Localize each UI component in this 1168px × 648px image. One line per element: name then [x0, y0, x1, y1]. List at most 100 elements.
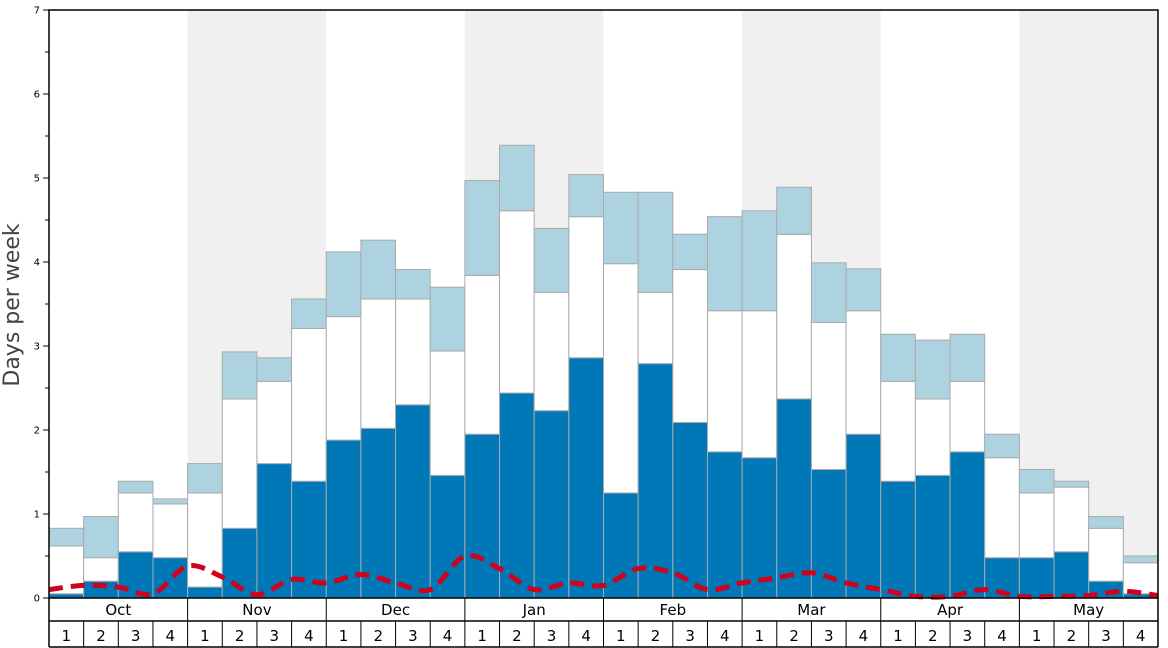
bar-segment-top: [152, 498, 189, 505]
week-label: 3: [1101, 627, 1111, 645]
bar-segment-middle: [533, 291, 570, 412]
bar-segment-bottom: [1053, 551, 1090, 599]
bar-segment-bottom: [360, 427, 397, 599]
bar-segment-top: [395, 269, 431, 300]
bars: [48, 144, 1159, 599]
bar-segment-middle: [221, 398, 258, 529]
bar-segment-middle: [880, 380, 916, 482]
bar-segment-bottom: [256, 463, 293, 599]
bar-segment-bottom: [914, 474, 951, 599]
bar-segment-top: [741, 210, 778, 312]
bar-segment-middle: [810, 321, 847, 470]
week-label: 2: [1067, 627, 1077, 645]
bar-segment-bottom: [325, 439, 362, 599]
bar-segment-top: [360, 239, 397, 300]
bar-segment-top: [845, 268, 882, 312]
bar-segment-top: [914, 339, 951, 400]
bar-segment-top: [949, 333, 986, 382]
bar-segment-top: [603, 191, 639, 265]
week-label: 3: [408, 627, 418, 645]
month-label-nov: Nov: [242, 601, 271, 619]
bar-segment-middle: [464, 274, 501, 435]
bar-segment-top: [429, 286, 466, 352]
week-label: 2: [651, 627, 661, 645]
bar-segment-top: [117, 480, 154, 494]
y-tick-label: 5: [34, 174, 40, 185]
bar-segment-top: [637, 191, 674, 293]
bar-segment-bottom: [637, 363, 674, 599]
week-label: 4: [581, 627, 591, 645]
month-label-mar: Mar: [797, 601, 826, 619]
bar-segment-top: [83, 516, 119, 559]
bar-segment-bottom: [603, 492, 639, 599]
bar-segment-middle: [325, 316, 362, 441]
week-label: 4: [304, 627, 314, 645]
week-label: 2: [235, 627, 245, 645]
month-label-may: May: [1073, 601, 1104, 619]
y-tick-label: 4: [34, 258, 40, 269]
week-label: 3: [269, 627, 279, 645]
week-label: 3: [824, 627, 834, 645]
bar-segment-top: [256, 357, 293, 382]
bar-segment-middle: [741, 310, 778, 459]
bar-segment-bottom: [672, 421, 708, 599]
week-label: 1: [1032, 627, 1042, 645]
bar-segment-middle: [83, 557, 119, 582]
bar-segment-bottom: [880, 480, 916, 599]
bar-segment-middle: [706, 310, 743, 453]
week-label: 1: [893, 627, 903, 645]
week-label: 1: [200, 627, 210, 645]
y-tick-label: 0: [34, 594, 40, 605]
trend-line-path: [48, 552, 1159, 600]
week-label: 2: [512, 627, 522, 645]
bar-segment-top: [464, 180, 501, 276]
bar-segment-bottom: [533, 410, 570, 599]
bar-segment-top: [1088, 516, 1124, 529]
week-label: 4: [859, 627, 869, 645]
bar-segment-top: [984, 433, 1020, 459]
bar-segment-middle: [256, 380, 293, 465]
week-label: 3: [963, 627, 973, 645]
bar-segment-middle: [984, 457, 1020, 559]
week-label: 3: [131, 627, 141, 645]
bar-segment-bottom: [429, 474, 466, 599]
bar-segment-middle: [568, 216, 604, 359]
bar-segment-top: [1018, 468, 1055, 494]
bar-segment-top: [325, 251, 362, 318]
bar-segment-top: [1053, 480, 1090, 488]
month-label-jan: Jan: [522, 601, 546, 619]
week-label: 4: [720, 627, 730, 645]
bar-segment-middle: [949, 380, 986, 453]
week-label: 3: [685, 627, 695, 645]
bar-segment-top: [810, 262, 847, 323]
month-label-dec: Dec: [381, 601, 410, 619]
bar-segment-top: [672, 233, 708, 271]
bar-segment-top: [48, 527, 85, 547]
y-tick-label: 6: [34, 90, 40, 101]
week-label: 1: [477, 627, 487, 645]
bar-segment-top: [291, 298, 327, 329]
bar-segment-top: [533, 227, 570, 293]
trend-line: [48, 552, 1159, 600]
x-axis: Oct Nov Dec Jan Feb Mar Apr May 1 2 3 4 1 2 3 4 1 2 3 4 1 2 3 4…: [48, 598, 1159, 648]
bar-segment-bottom: [949, 451, 986, 599]
week-label: 1: [339, 627, 349, 645]
bar-segment-middle: [117, 492, 154, 553]
bar-segment-bottom: [464, 433, 501, 599]
month-label-apr: Apr: [937, 601, 964, 619]
bar-segment-bottom: [568, 357, 604, 599]
bar-segment-middle: [603, 263, 639, 494]
y-tick-label: 3: [34, 342, 40, 353]
bar-segment-middle: [291, 327, 327, 482]
bar-segment-middle: [845, 310, 882, 435]
bar-segment-top: [1122, 555, 1159, 564]
week-label: 1: [62, 627, 72, 645]
bar-segment-top: [880, 333, 916, 382]
bar-segment-middle: [360, 298, 397, 429]
y-tick-label: 2: [34, 426, 40, 437]
bar-segment-middle: [776, 233, 812, 400]
week-label: 4: [1136, 627, 1146, 645]
bar-segment-bottom: [1018, 557, 1055, 599]
bar-segment-bottom: [117, 551, 154, 599]
